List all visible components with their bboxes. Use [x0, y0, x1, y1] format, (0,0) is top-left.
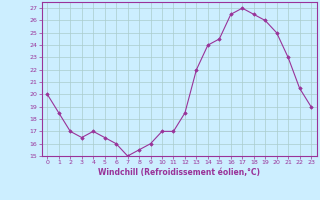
X-axis label: Windchill (Refroidissement éolien,°C): Windchill (Refroidissement éolien,°C): [98, 168, 260, 177]
